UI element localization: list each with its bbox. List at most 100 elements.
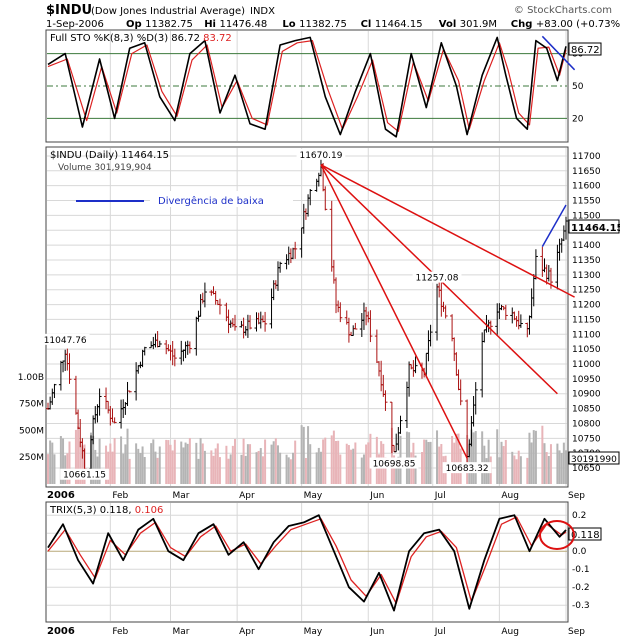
sto-badge-text: 86.72 [571, 45, 600, 56]
price-tick-label: 10900 [572, 390, 601, 400]
price-close-value: 11464.15 [121, 150, 169, 161]
price-tick-label: 11150 [572, 315, 601, 325]
volume-bar [137, 448, 140, 484]
sto-panel [45, 29, 569, 143]
volume-bar [498, 457, 501, 484]
volume-bar [139, 452, 142, 484]
quote-item-0: Op 11382.75 [126, 19, 193, 30]
year-label: 2006 [47, 490, 75, 501]
volume-tick-label: 500M [19, 426, 44, 436]
volume-bar [560, 453, 563, 484]
volume-bar [210, 450, 213, 484]
volume-bar [259, 448, 262, 484]
volume-bar [562, 442, 565, 484]
price-tick-label: 11200 [572, 301, 601, 311]
legend-divergence-label: Divergência de baixa [158, 195, 264, 207]
volume-bar [425, 439, 428, 484]
price-tick-label: 10950 [572, 375, 601, 385]
annotation-bg [442, 462, 492, 474]
volume-bar [173, 439, 176, 484]
overlay-layer: 11670.19 11257.08 11047.76 10661.15 10698.85… [40, 35, 576, 481]
quote-label: Vol [439, 19, 460, 30]
volume-bar [92, 435, 95, 484]
volume-bar [197, 458, 200, 484]
volume-bar [365, 444, 368, 484]
series-layer [46, 36, 568, 612]
month-label: Sep [568, 627, 585, 637]
divergence-price-line [541, 204, 567, 247]
volume-bar [195, 442, 198, 484]
price-tick-label: 11050 [572, 345, 601, 355]
volume-bar [565, 450, 567, 484]
sto-tick-label: 50 [572, 82, 584, 92]
sto-d-value: 83.72 [203, 33, 232, 44]
volume-bar [152, 439, 155, 484]
volume-bar [547, 455, 550, 484]
volume-bar [423, 439, 426, 484]
legend-box [150, 191, 293, 207]
price-tick-label: 11250 [572, 286, 601, 296]
volume-bar [289, 459, 292, 484]
price-annotation: 10661.15 [63, 471, 106, 481]
quote-item-1: Hi 11476.48 [204, 19, 267, 30]
quote-item-2: Lo 11382.75 [282, 19, 346, 30]
volume-bar [457, 433, 460, 484]
month-label: Mar [173, 491, 190, 501]
volume-bar [109, 443, 112, 484]
quote-label: Op [126, 19, 145, 30]
price-tick-label: 10750 [572, 434, 601, 444]
volume-bar [274, 438, 277, 484]
volume-bar [212, 455, 215, 484]
month-label: Jun [369, 491, 384, 501]
price-title: $INDU (Daily) 11464.15 [50, 150, 169, 161]
volume-bar [474, 431, 477, 484]
volume-bar [47, 454, 49, 484]
volume-bar [420, 452, 423, 484]
volume-bar [62, 438, 65, 484]
price-value-badge [568, 219, 620, 234]
volume-bar [436, 430, 439, 484]
price-axis: 1170011650116001155011500114501140011350… [572, 152, 601, 474]
volume-bar [53, 454, 56, 484]
volume-bar [51, 442, 54, 484]
volume-bar [427, 442, 430, 484]
volume-bar [233, 439, 236, 484]
volume-bar [470, 429, 473, 484]
volume-bar [94, 449, 97, 484]
trix-tick-label: -0.3 [572, 601, 590, 611]
volume-bar [335, 441, 338, 484]
volume-bar [225, 445, 228, 484]
sto-title: Full STO %K(8,3) %D(3) 86.72 83.72 [50, 33, 232, 44]
volume-bar [201, 443, 204, 484]
trend-line-0 [320, 164, 468, 459]
volume-bar [158, 446, 161, 484]
volume-bar [261, 456, 264, 484]
volume-bar [276, 445, 279, 484]
quote-label: Hi [204, 19, 219, 30]
volume-bar [199, 438, 202, 484]
volume-bar [98, 438, 101, 484]
month-label: Feb [112, 491, 128, 501]
symbol-title: $INDU [46, 3, 92, 18]
volume-bar [246, 444, 249, 484]
volume-bar [227, 458, 230, 484]
volume-bar [528, 432, 531, 484]
volume-bar [122, 453, 125, 484]
annotation-bg [369, 457, 419, 469]
grid-layer [47, 31, 567, 621]
volume-bar [515, 459, 518, 484]
price-tick-label: 11550 [572, 197, 601, 207]
month-label: Apr [239, 627, 255, 637]
volume-bar [216, 443, 219, 484]
volume-bar [511, 451, 514, 484]
volume-bar [214, 448, 217, 484]
volume-bar [347, 445, 350, 484]
volume-value-badge [568, 451, 620, 465]
volume-bar [272, 441, 275, 484]
price-tick-label: 10800 [572, 419, 601, 429]
annotation-bg [296, 148, 346, 160]
year-label: 2006 [47, 626, 75, 637]
volume-bar [287, 457, 290, 484]
volume-bar [184, 442, 187, 484]
month-axis-mid: 2006 Feb Mar Apr May Jun Jul Aug Sep [47, 490, 585, 501]
